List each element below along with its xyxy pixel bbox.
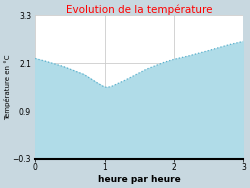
X-axis label: heure par heure: heure par heure [98,175,181,184]
Title: Evolution de la température: Evolution de la température [66,4,212,15]
Y-axis label: Température en °C: Température en °C [4,54,11,120]
